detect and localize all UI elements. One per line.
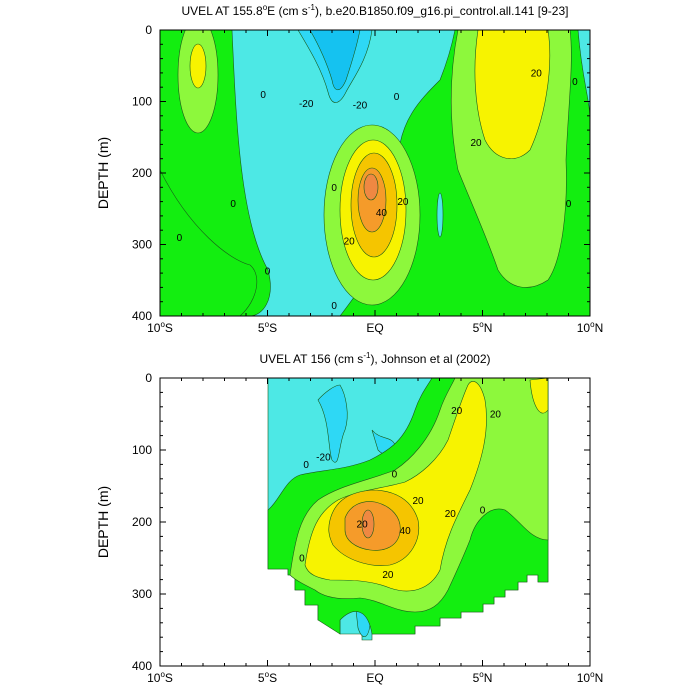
contour-labels-top: 0 -20 -20 0 20 20 0 0 0 0 0 40 20 20 0 0	[177, 68, 579, 312]
contour-label-top-14: 0	[331, 301, 337, 312]
contour-label-bottom-7: 0	[303, 460, 309, 471]
contour-label-bottom-5: 20	[445, 509, 457, 520]
contour-label-bottom-10: 20	[382, 570, 394, 581]
contour-label-top-9: 0	[265, 266, 271, 277]
contour-label-top-4: 20	[531, 68, 543, 79]
y-tick-label-top-4: 400	[132, 309, 152, 323]
y-tick-label-bottom-4: 400	[132, 659, 152, 673]
fill-cyan-blue-w	[317, 384, 348, 463]
contour-label-bottom-3: 20	[490, 410, 502, 421]
fill-yellow-ne	[529, 378, 549, 414]
contour-label-top-12: 20	[397, 197, 409, 208]
contour-label-top-0: 0	[260, 90, 266, 101]
contour-label-bottom-4: 20	[412, 496, 424, 507]
contour-field-bottom	[267, 378, 549, 641]
contour-label-bottom-11: 0	[299, 554, 305, 565]
y-tick-label-bottom-0: 0	[145, 371, 152, 385]
y-axis-label-bottom: DEPTH (m)	[95, 486, 111, 558]
contour-label-top-3: 0	[394, 92, 400, 103]
panel-bottom: UVEL AT 156 (cm s-1), Johnson et al (200…	[95, 351, 603, 685]
x-tick-label-bottom-0: 10oS	[147, 670, 173, 685]
contour-label-top-6: 0	[572, 77, 578, 88]
fill-yellow-east	[474, 30, 551, 159]
y-tick-label-bottom-1: 100	[132, 443, 152, 457]
x-tick-label-bottom-3: 5oN	[473, 670, 493, 685]
y-tick-label-top-3: 300	[132, 238, 152, 252]
fill-salmon-core	[361, 509, 375, 539]
y-tick-label-top-2: 200	[132, 166, 152, 180]
x-tick-label-top-4: 10oN	[577, 320, 603, 335]
contour-label-top-10: 0	[331, 183, 337, 194]
y-axis-label-top: DEPTH (m)	[95, 137, 111, 209]
contour-label-bottom-0: -20	[316, 453, 331, 464]
x-tick-label-top-1: 5oS	[258, 320, 277, 335]
x-tick-label-top-3: 5oN	[473, 320, 493, 335]
fill-green-sw	[160, 169, 258, 316]
contour-label-top-15: 0	[566, 199, 572, 210]
y-tick-label-bottom-3: 300	[132, 587, 152, 601]
y-tick-label-top-0: 0	[145, 23, 152, 37]
fill-yellow-west	[189, 43, 207, 89]
x-tick-label-bottom-1: 5oS	[258, 670, 277, 685]
contour-label-bottom-8: 20	[357, 520, 369, 531]
fill-euc-salmon	[363, 173, 379, 201]
contour-labels-bottom: -20 0 20 20 20 20 0 0 20 40 20 0	[299, 406, 502, 581]
contour-label-top-5: 20	[470, 138, 482, 149]
contour-label-bottom-9: 40	[400, 526, 412, 537]
fill-blue-core	[309, 30, 361, 91]
x-tick-label-top-0: 10oS	[147, 320, 173, 335]
x-tick-label-bottom-4: 10oN	[577, 670, 603, 685]
contour-label-top-1: -20	[299, 99, 314, 110]
contour-label-bottom-6: 0	[480, 505, 486, 516]
contour-label-top-2: -20	[353, 101, 368, 112]
x-tick-label-bottom-2: EQ	[366, 671, 383, 685]
chart-title-bottom: UVEL AT 156 (cm s-1), Johnson et al (200…	[259, 351, 490, 366]
contour-field-top	[160, 30, 590, 316]
contour-label-top-7: 0	[177, 233, 183, 244]
contour-label-bottom-1: 0	[392, 469, 398, 480]
panel-top: UVEL AT 155.8oE (cm s-1), b.e20.B1850.f0…	[95, 3, 603, 335]
contour-label-top-11: 40	[376, 208, 388, 219]
y-tick-label-bottom-2: 200	[132, 515, 152, 529]
chart-title-top: UVEL AT 155.8oE (cm s-1), b.e20.B1850.f0…	[182, 3, 569, 18]
contour-label-top-13: 20	[344, 236, 356, 247]
y-tick-label-top-1: 100	[132, 95, 152, 109]
x-tick-label-top-2: EQ	[366, 321, 383, 335]
contour-label-bottom-2: 20	[451, 406, 463, 417]
contour-label-top-8: 0	[230, 199, 236, 210]
fill-cyan-blob	[436, 192, 444, 238]
